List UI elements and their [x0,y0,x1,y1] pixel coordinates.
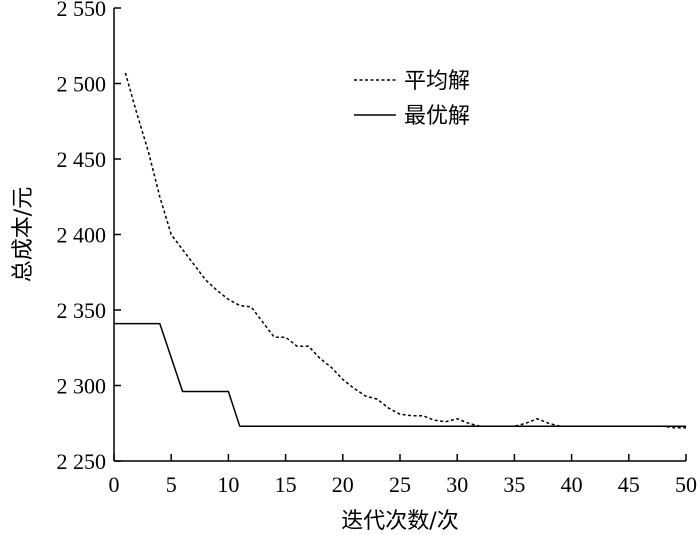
series-line-best [114,322,686,428]
y-tick-label: 2 450 [57,147,107,172]
y-tick-label: 2 550 [57,0,107,21]
axes [113,8,686,462]
y-tick-label: 2 300 [57,374,107,399]
x-tick-label: 10 [217,472,239,497]
x-tick-label: 50 [675,472,697,497]
y-ticks: 2 250 2 300 2 350 2 400 2 450 2 500 2 550 [57,0,121,474]
y-tick-label: 2 250 [57,449,107,474]
x-ticks: 0 5 10 15 20 25 30 35 40 45 50 [109,454,697,497]
x-axis-title: 迭代次数/次 [341,509,458,534]
legend-label: 最优解 [404,104,470,129]
x-tick-label: 15 [275,472,297,497]
x-tick-label: 0 [109,472,120,497]
x-tick-label: 20 [332,472,354,497]
x-tick-label: 35 [503,472,525,497]
x-tick-label: 40 [561,472,583,497]
y-tick-label: 2 400 [57,223,107,248]
y-tick-label: 2 350 [57,298,107,323]
series-group [114,72,686,429]
x-tick-label: 30 [446,472,468,497]
legend-label: 平均解 [404,69,470,94]
y-axis-title: 总成本/元 [11,187,36,282]
x-tick-label: 25 [389,472,411,497]
y-tick-label: 2 500 [57,72,107,97]
x-tick-label: 45 [618,472,640,497]
x-tick-label: 5 [166,472,177,497]
